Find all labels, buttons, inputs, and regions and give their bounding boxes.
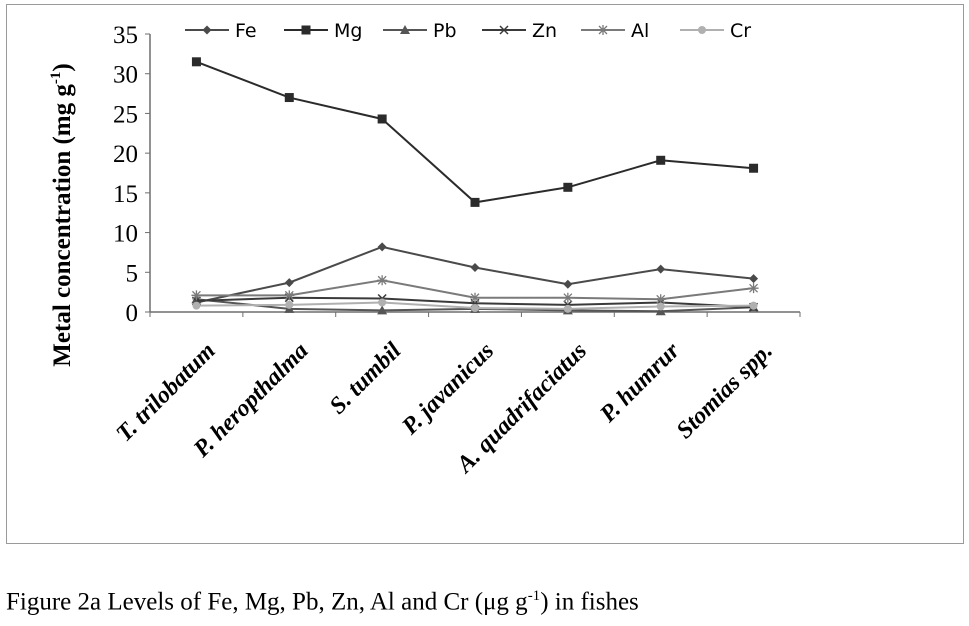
data-point-fe xyxy=(749,274,759,284)
legend-item-zn: Zn xyxy=(482,20,557,42)
x-tick-label: P. humrur xyxy=(594,337,685,428)
data-point-al xyxy=(470,292,480,303)
legend-marker xyxy=(202,25,212,35)
data-point-al xyxy=(655,294,666,305)
data-point-fe xyxy=(377,242,387,252)
y-tick-label: 25 xyxy=(113,101,138,128)
data-point-mg xyxy=(563,182,573,192)
caption-sup: -1 xyxy=(527,588,541,604)
series-mg xyxy=(191,57,759,207)
data-point-cr xyxy=(563,304,572,313)
data-point-fe xyxy=(563,279,573,289)
data-point-cr xyxy=(192,301,201,310)
legend-label: Mg xyxy=(334,20,362,42)
legend-label: Fe xyxy=(235,20,257,42)
legend-marker xyxy=(698,26,706,34)
caption-text: Figure 2a Levels of Fe, Mg, Pb, Zn, Al a… xyxy=(6,588,528,616)
data-point-al xyxy=(284,290,295,301)
y-tick-label: 0 xyxy=(126,300,139,327)
legend-label: Pb xyxy=(433,20,457,42)
data-point-al xyxy=(377,275,388,286)
y-axis-title-close: ) xyxy=(49,63,76,71)
data-point-cr xyxy=(749,301,758,310)
x-tick-label: P. javanicus xyxy=(397,338,500,441)
data-point-mg xyxy=(191,57,201,67)
x-tick-label: S. tumbil xyxy=(325,338,407,420)
legend-item-mg: Mg xyxy=(284,20,362,42)
legend-item-cr: Cr xyxy=(680,20,751,42)
data-point-mg xyxy=(656,155,666,165)
chart-frame xyxy=(6,4,964,544)
legend-marker xyxy=(598,25,608,35)
data-point-cr xyxy=(285,300,294,309)
series-layer xyxy=(191,57,759,316)
y-axis: 0 5 10 15 20 25 30 35 xyxy=(113,22,151,327)
data-point-fe xyxy=(284,278,294,288)
data-point-cr xyxy=(471,304,479,313)
data-point-cr xyxy=(378,298,387,307)
data-point-cr xyxy=(656,302,665,311)
legend-item-pb: Pb xyxy=(383,20,457,42)
data-point-al xyxy=(191,290,202,301)
legend-label: Cr xyxy=(730,20,751,42)
data-point-fe xyxy=(470,263,480,273)
caption-tail: ) in fishes xyxy=(540,588,639,616)
legend-marker xyxy=(400,25,410,34)
y-tick-label: 5 xyxy=(126,260,139,287)
data-point-mg xyxy=(470,197,480,207)
series-cr xyxy=(192,298,758,313)
y-axis-title: Metal concentration (mg g-1) xyxy=(48,63,76,366)
legend-label: Zn xyxy=(532,20,557,42)
data-point-fe xyxy=(656,264,666,274)
legend-marker xyxy=(499,25,509,35)
data-point-al xyxy=(562,292,573,303)
y-tick-label: 20 xyxy=(113,141,138,168)
legend-item-fe: Fe xyxy=(185,20,257,42)
data-point-pb xyxy=(377,305,388,315)
series-line-mg xyxy=(196,60,754,204)
data-point-mg xyxy=(377,114,387,124)
figure-caption: Figure 2a Levels of Fe, Mg, Pb, Zn, Al a… xyxy=(6,588,639,616)
data-point-pb xyxy=(655,306,666,316)
data-point-mg xyxy=(749,163,759,173)
legend-label: Al xyxy=(631,20,649,42)
x-tick-label: Stomias spp. xyxy=(672,338,778,444)
legend-item-al: Al xyxy=(581,20,649,42)
legend: Fe Mg Pb Zn Al Cr xyxy=(185,20,751,42)
data-point-mg xyxy=(284,93,294,103)
legend-marker xyxy=(301,25,311,35)
y-tick-label: 10 xyxy=(113,221,138,248)
y-tick-label: 35 xyxy=(113,22,138,49)
series-al xyxy=(191,275,759,305)
y-tick-label: 30 xyxy=(113,62,138,89)
y-axis-title-sup: -1 xyxy=(48,72,64,85)
data-point-al xyxy=(748,283,759,294)
y-tick-label: 15 xyxy=(113,181,138,208)
